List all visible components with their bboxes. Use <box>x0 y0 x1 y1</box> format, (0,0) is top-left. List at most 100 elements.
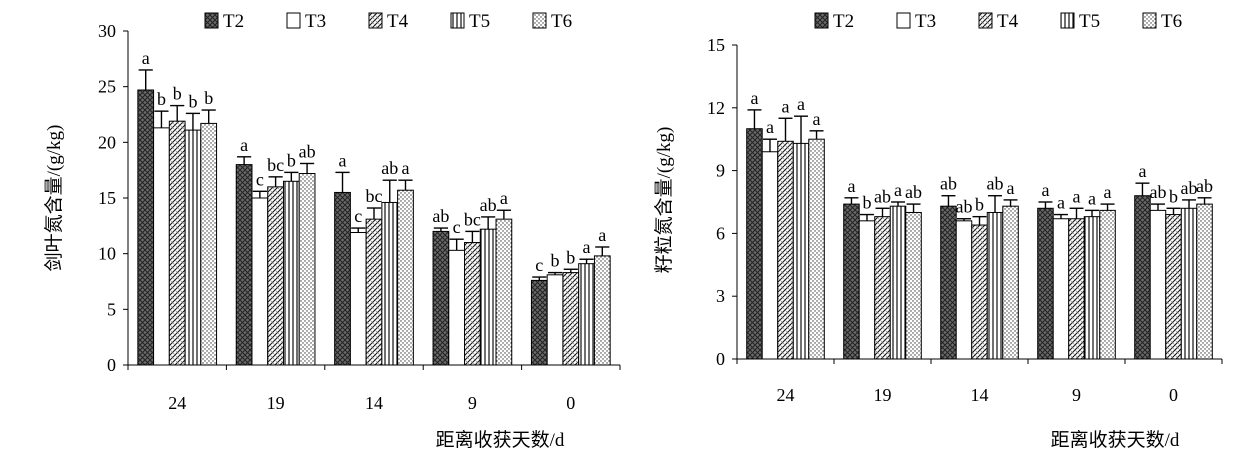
bar-t2 <box>137 89 155 366</box>
bar-t5 <box>381 201 399 366</box>
y-tick-label: 9 <box>716 161 725 181</box>
bar-t2 <box>235 164 253 366</box>
significance-label: a <box>240 135 248 155</box>
significance-label: a <box>750 88 758 108</box>
legend-label-t3: T3 <box>915 11 936 32</box>
x-tick-label: 9 <box>468 393 477 413</box>
bar-t2 <box>746 128 763 360</box>
x-tick-label: 24 <box>168 393 186 413</box>
legend-swatch-t2 <box>814 12 829 29</box>
bar-t4 <box>168 120 186 366</box>
significance-label: a <box>1104 182 1112 202</box>
significance-label: b <box>173 84 182 104</box>
significance-label: b <box>862 193 871 213</box>
bar-t5 <box>889 205 907 360</box>
bar-t5 <box>479 228 497 366</box>
significance-label: b <box>287 150 296 170</box>
x-tick-label: 19 <box>267 393 285 413</box>
x-tick-label: 14 <box>365 393 383 413</box>
legend-label-t6: T6 <box>551 11 572 32</box>
significance-label: a <box>1088 188 1096 208</box>
bar-t6 <box>593 255 611 366</box>
bar-t2 <box>334 191 351 366</box>
y-axis-title: 籽粒氮含量/(g/kg) <box>653 127 675 274</box>
significance-label: ab <box>480 195 497 215</box>
legend-swatch-t5 <box>1060 12 1075 29</box>
significance-label: ab <box>432 206 449 226</box>
bar-t3 <box>1149 209 1167 360</box>
legend-swatch-t5 <box>450 12 465 29</box>
legend-swatch-t6 <box>532 12 547 29</box>
significance-label: c <box>354 206 362 226</box>
y-tick-label: 15 <box>98 188 116 208</box>
bar-t5 <box>792 142 810 360</box>
bar-t4 <box>464 242 481 366</box>
bar-t4 <box>1165 214 1182 360</box>
significance-label: ab <box>299 141 316 161</box>
bar-t6 <box>1196 203 1213 360</box>
bar-t5 <box>1083 216 1101 360</box>
significance-label: bc <box>366 186 383 206</box>
legend-label-t5: T5 <box>469 11 490 32</box>
significance-label: a <box>500 188 508 208</box>
legend-label-t6: T6 <box>1161 11 1182 32</box>
significance-label: c <box>535 255 543 275</box>
y-tick-label: 10 <box>98 244 116 264</box>
significance-label: a <box>598 225 606 245</box>
significance-label: a <box>766 117 774 137</box>
bar-t6 <box>1002 205 1019 360</box>
bar-t3 <box>349 232 367 366</box>
y-tick-label: 25 <box>98 77 116 97</box>
significance-label: b <box>1169 186 1178 206</box>
y-tick-label: 30 <box>98 21 116 41</box>
bar-t3 <box>1052 218 1070 360</box>
bar-t4 <box>562 272 580 366</box>
significance-label: ab <box>955 197 972 217</box>
y-tick-label: 5 <box>107 299 116 319</box>
bar-t4 <box>1068 218 1085 360</box>
bar-t4 <box>777 140 794 360</box>
bar-t3 <box>546 274 564 366</box>
y-tick-label: 6 <box>716 223 725 243</box>
bar-t3 <box>761 151 779 360</box>
significance-label: a <box>797 94 805 114</box>
significance-label: b <box>188 91 197 111</box>
bar-t4 <box>365 218 383 366</box>
significance-label: b <box>551 251 560 271</box>
bar-t2 <box>1037 207 1054 360</box>
significance-label: a <box>847 176 855 196</box>
significance-label: a <box>1073 186 1081 206</box>
legend-label-t5: T5 <box>1079 11 1100 32</box>
significance-label: c <box>453 217 461 237</box>
significance-label: a <box>894 180 902 200</box>
bar-t6 <box>808 138 825 360</box>
x-axis-title: 距离收获天数/d <box>436 429 565 451</box>
x-tick-label: 24 <box>777 385 795 405</box>
bar-t4 <box>971 224 988 360</box>
y-tick-label: 15 <box>707 35 725 55</box>
legend-label-t3: T3 <box>305 11 326 32</box>
bar-t3 <box>153 127 170 366</box>
significance-label: a <box>583 237 591 257</box>
significance-label: b <box>204 88 213 108</box>
bar-t4 <box>874 216 891 360</box>
bar-t6 <box>495 218 513 366</box>
bar-t5 <box>1180 207 1198 360</box>
significance-label: ab <box>1181 178 1198 198</box>
bar-t2 <box>530 279 548 366</box>
y-tick-label: 0 <box>107 355 116 375</box>
bar-t3 <box>251 197 269 366</box>
legend: T2 T3 T4 T5 T6 <box>814 11 1182 32</box>
significance-label: bc <box>464 209 481 229</box>
bar-t3 <box>858 220 876 360</box>
bar-t5 <box>282 180 300 366</box>
significance-label: b <box>975 195 984 215</box>
bar-t6 <box>200 122 218 366</box>
legend-swatch-t3 <box>286 12 301 29</box>
bar-t5 <box>578 263 595 366</box>
bar-t2 <box>1134 195 1151 360</box>
